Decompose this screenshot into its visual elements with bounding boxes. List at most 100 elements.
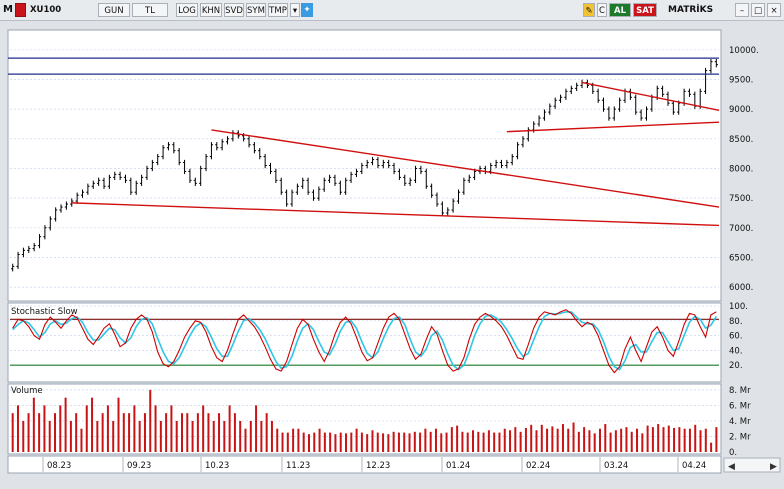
volume-bar — [122, 413, 125, 452]
dropdown-icon[interactable]: ▾ — [290, 3, 300, 17]
log-button[interactable]: LOG — [176, 3, 198, 17]
volume-bar — [75, 413, 78, 452]
volume-bar — [503, 428, 506, 452]
sell-button[interactable]: SAT — [633, 3, 657, 17]
volume-bar — [133, 405, 136, 452]
volume-bar — [561, 424, 564, 452]
volume-bar — [191, 420, 194, 452]
twitter-icon[interactable]: ✦ — [301, 3, 313, 17]
volume-bar — [657, 424, 660, 452]
volume-bar — [583, 427, 586, 452]
maximize-icon[interactable]: □ — [751, 3, 765, 17]
volume-bar — [255, 405, 258, 452]
m-label: M — [3, 4, 13, 15]
volume-bar — [334, 434, 337, 452]
scrollbar[interactable] — [723, 457, 781, 473]
close-icon[interactable]: × — [767, 3, 781, 17]
volume-bar — [307, 434, 310, 452]
red-square-icon[interactable] — [15, 3, 26, 17]
volume-bar — [456, 425, 459, 452]
volume-bar — [424, 428, 427, 452]
volume-bar — [588, 430, 591, 452]
volume-bar — [371, 430, 374, 452]
volume-title: Volume — [11, 386, 43, 396]
sym-button[interactable]: SYM — [246, 3, 266, 17]
volume-bar — [117, 397, 120, 452]
volume-bar — [392, 431, 395, 452]
volume-bar — [673, 427, 676, 452]
edit-icon[interactable]: ✎ — [583, 3, 595, 17]
price-tick-label: 7000. — [729, 224, 753, 234]
scroll-right-icon[interactable]: ▶ — [770, 462, 777, 472]
c-button[interactable]: C — [597, 3, 607, 17]
minimize-icon[interactable]: – — [735, 3, 749, 17]
x-tick-label: 01.24 — [446, 461, 470, 471]
x-axis-panel — [7, 455, 722, 474]
stochastic-panel — [7, 302, 722, 383]
price-tick-label: 6000. — [729, 283, 753, 293]
volume-bar — [180, 413, 183, 452]
volume-bar — [434, 428, 437, 452]
stochastic-tick-label: 100. — [729, 302, 748, 312]
volume-bar — [556, 428, 559, 452]
period-button[interactable]: GUN — [98, 3, 130, 17]
volume-bar — [323, 432, 326, 452]
volume-bar — [43, 405, 46, 452]
stochastic-k-line — [12, 309, 717, 374]
volume-bar — [376, 432, 379, 452]
volume-bar — [704, 428, 707, 452]
volume-bar — [27, 413, 30, 452]
volume-bar — [186, 413, 189, 452]
volume-panel — [7, 383, 722, 455]
price-tick-label: 9500. — [729, 75, 753, 85]
price-levels — [8, 57, 719, 75]
volume-bar — [292, 428, 295, 452]
price-tick-label: 8500. — [729, 135, 753, 145]
volume-bar — [382, 433, 385, 452]
volume-bar — [493, 432, 496, 452]
volume-bar — [551, 426, 554, 452]
volume-bar — [683, 428, 686, 452]
volume-bar — [514, 427, 517, 452]
volume-bar — [265, 413, 268, 452]
volume-bar — [175, 420, 178, 452]
volume-tick-label: 4. Mr — [729, 417, 751, 427]
volume-bar — [69, 420, 72, 452]
volume-bar — [112, 420, 115, 452]
volume-bar — [625, 427, 628, 452]
volume-bar — [614, 430, 617, 452]
chart-svg: 10000. 9500. 9000. 8500. 8000. 7500. 7000. 6500… — [7, 29, 781, 474]
scroll-left-icon[interactable]: ◀ — [728, 462, 735, 472]
price-tick-label: 7500. — [729, 194, 753, 204]
svd-button[interactable]: SVD — [224, 3, 244, 17]
volume-tick-label: 8. Mr — [729, 386, 751, 396]
volume-bar — [101, 413, 104, 452]
stochastic-lines — [12, 309, 717, 374]
volume-bar — [630, 431, 633, 452]
currency-button[interactable]: TL — [132, 3, 168, 17]
tmp-button[interactable]: TMP — [268, 3, 288, 17]
price-tick-label: 8000. — [729, 164, 753, 174]
volume-bar — [641, 433, 644, 452]
volume-bar — [91, 397, 94, 452]
volume-bar — [445, 432, 448, 452]
volume-bar — [636, 428, 639, 452]
toolbar: M XU100 GUN TL LOG KHN SVD SYM TMP ▾ ✦ ✎… — [0, 0, 784, 21]
stochastic-title: Stochastic Slow — [11, 307, 78, 317]
volume-bar — [196, 413, 199, 452]
price-tick-label: 9000. — [729, 105, 753, 115]
volume-bar — [530, 424, 533, 452]
symbol-label[interactable]: XU100 — [30, 5, 62, 15]
volume-bar — [149, 389, 152, 452]
volume-bar — [366, 434, 369, 452]
volume-bar — [96, 420, 99, 452]
volume-bar — [355, 428, 358, 452]
volume-bar — [59, 405, 62, 452]
volume-bar — [699, 430, 702, 452]
khn-button[interactable]: KHN — [200, 3, 222, 17]
stochastic-tick-label: 80. — [729, 317, 743, 327]
volume-bar — [450, 427, 453, 452]
volume-bar — [350, 432, 353, 452]
buy-button[interactable]: AL — [609, 3, 631, 17]
volume-bar — [429, 431, 432, 452]
